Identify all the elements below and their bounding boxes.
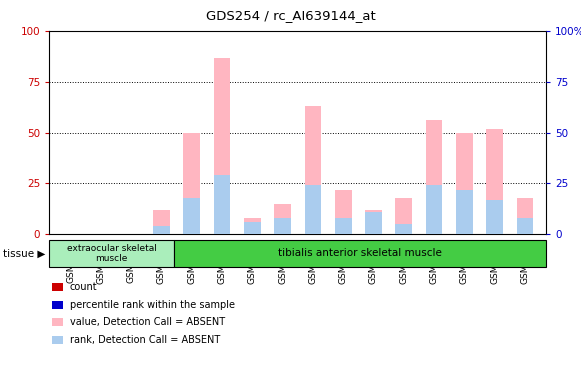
Bar (486, 200, 503, 234)
Bar (184, 133, 200, 234)
Bar (335, 190, 352, 234)
Bar (214, 175, 231, 234)
Text: count: count (70, 282, 98, 292)
Bar (304, 106, 321, 234)
Bar (365, 212, 382, 234)
Bar (174, 240, 546, 267)
Bar (456, 190, 473, 234)
Text: tibialis anterior skeletal muscle: tibialis anterior skeletal muscle (278, 249, 442, 258)
Bar (184, 198, 200, 234)
Bar (214, 57, 231, 234)
Bar (396, 198, 412, 234)
Bar (335, 218, 352, 234)
Bar (244, 222, 261, 234)
Bar (304, 186, 321, 234)
Text: value, Detection Call = ABSENT: value, Detection Call = ABSENT (70, 317, 225, 328)
Text: GDS254 / rc_AI639144_at: GDS254 / rc_AI639144_at (206, 9, 375, 22)
Bar (274, 204, 291, 234)
Bar (274, 218, 291, 234)
Text: tissue ▶: tissue ▶ (3, 249, 45, 259)
Text: percentile rank within the sample: percentile rank within the sample (70, 300, 235, 310)
Bar (49, 240, 174, 267)
Bar (517, 218, 533, 234)
Text: rank, Detection Call = ABSENT: rank, Detection Call = ABSENT (70, 335, 220, 345)
Bar (244, 218, 261, 234)
Bar (153, 226, 170, 234)
Text: extraocular skeletal
muscle: extraocular skeletal muscle (67, 244, 156, 263)
Bar (153, 210, 170, 234)
Bar (396, 224, 412, 234)
Bar (456, 133, 473, 234)
Bar (365, 210, 382, 234)
Bar (426, 186, 442, 234)
Bar (486, 128, 503, 234)
Bar (426, 120, 442, 234)
Bar (517, 198, 533, 234)
